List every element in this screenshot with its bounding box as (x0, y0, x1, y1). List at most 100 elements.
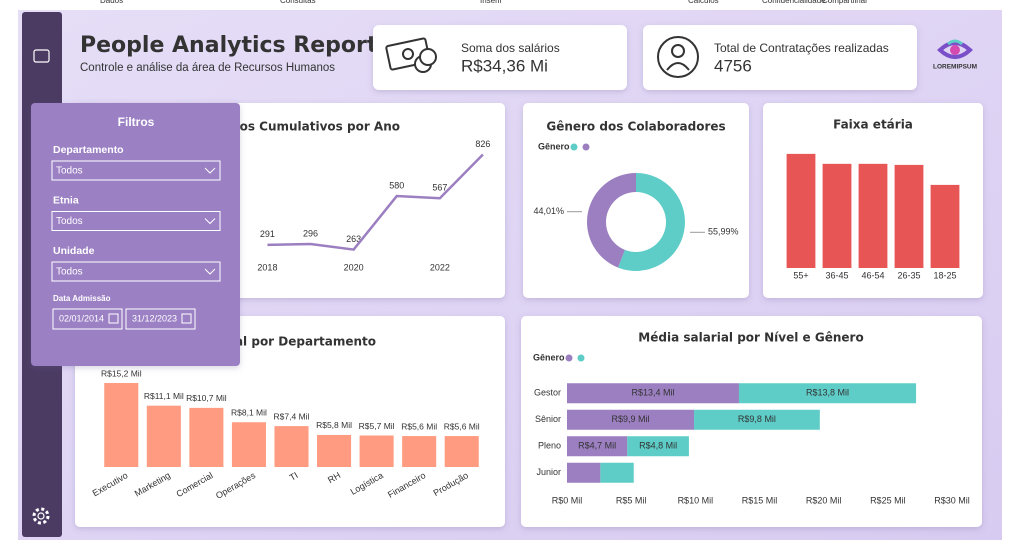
data-label: R$8,1 Mil (231, 407, 267, 417)
x-tick-label: 46-54 (861, 270, 884, 280)
legend-swatch (582, 143, 590, 151)
filter-panel-bg (31, 103, 240, 366)
x-tick-label: R$5 Mil (616, 495, 647, 505)
menu-item[interactable]: Cálculos (688, 0, 719, 5)
donut-slice (617, 173, 685, 271)
bar (317, 434, 352, 467)
filter-value: Todos (56, 166, 83, 177)
y-tick-label: Sênior (535, 414, 561, 424)
data-label: 580 (389, 180, 404, 190)
data-label: R$4,8 Mil (639, 441, 677, 451)
bar (104, 383, 139, 467)
filter-label: Etnia (53, 194, 79, 206)
menu-item[interactable]: Dados (100, 0, 123, 5)
settings-icon-center (37, 512, 45, 520)
filter-label: Departamento (53, 144, 124, 156)
report-title: People Analytics Report (80, 33, 378, 58)
x-tick-label: TI (288, 470, 300, 483)
menu-item[interactable]: Consultas (280, 0, 316, 5)
x-tick-label: 36-45 (825, 270, 848, 280)
menu-item[interactable]: Confidencialidade (762, 0, 826, 5)
calendar-icon[interactable] (181, 313, 192, 324)
bar-segment (567, 409, 695, 430)
date-start-input[interactable] (52, 308, 123, 330)
bar-segment (567, 462, 601, 483)
bar (274, 426, 309, 467)
data-label: 44,01% (533, 206, 564, 216)
bar (444, 436, 479, 467)
kpi-card (373, 25, 627, 90)
data-label: R$5,6 Mil (444, 421, 480, 431)
bar (359, 435, 394, 467)
data-label: 567 (432, 183, 447, 193)
data-label: R$7,4 Mil (274, 411, 310, 421)
chart-title: Gênero dos Colaboradores (546, 120, 725, 134)
kpi-value: 4756 (714, 56, 752, 75)
kpi-label: Total de Contratações realizadas (714, 41, 889, 55)
chart-card (75, 316, 505, 527)
legend-title: Gênero (533, 352, 565, 362)
date-end: 31/12/2023 (132, 313, 177, 323)
filter-label: Unidade (53, 245, 95, 257)
legend-swatch (565, 354, 573, 362)
legend-title: Gênero (538, 141, 570, 151)
x-tick-label: 2022 (430, 262, 450, 272)
bar (822, 163, 852, 268)
menu-bar (0, 0, 1024, 8)
x-tick-label: R$25 Mil (870, 495, 906, 505)
menu-item[interactable]: Compartilhar (822, 0, 868, 5)
sidebar-icon[interactable] (33, 49, 50, 63)
filter-panel: Filtros Data Admissão 02/01/2014 31/12/2… (31, 103, 240, 366)
bar (231, 422, 266, 467)
menu-item[interactable]: Inserir (480, 0, 503, 5)
data-label: R$5,8 Mil (316, 420, 352, 430)
data-label: R$13,4 Mil (631, 388, 674, 398)
bar (189, 407, 224, 467)
bar-segment (567, 436, 628, 457)
data-label: R$5,6 Mil (401, 421, 437, 431)
logo: LOREMIPSUM (933, 39, 977, 71)
x-tick-label: R$20 Mil (806, 495, 842, 505)
filter-dropdown[interactable] (51, 160, 221, 181)
y-tick-label: Junior (536, 467, 561, 477)
x-tick-label: 18-25 (933, 270, 956, 280)
bar (146, 405, 181, 467)
bar (858, 163, 888, 268)
data-label: 263 (346, 234, 361, 244)
filter-value: Todos (56, 216, 83, 227)
chart-title: Faixa etária (833, 118, 913, 132)
dropdown-arrow (204, 167, 216, 174)
kpi-value: R$34,36 Mi (461, 56, 548, 75)
data-label: 296 (303, 228, 318, 238)
filter-title: Filtros (118, 115, 155, 129)
bar-segment (567, 383, 739, 404)
data-label: 55,99% (708, 227, 739, 237)
y-tick-label: Gestor (534, 388, 561, 398)
hire-icon (657, 36, 699, 78)
filter-dropdown[interactable] (51, 211, 221, 231)
donut-slice (587, 172, 636, 268)
x-tick-label: R$30 Mil (934, 495, 970, 505)
date-end-input[interactable] (125, 308, 196, 330)
chart-card (523, 103, 749, 298)
bar-segment (600, 462, 634, 483)
chart-title: Média salarial por Nível e Gênero (638, 331, 863, 345)
data-label: R$5,7 Mil (359, 421, 395, 431)
bar-segment (694, 409, 820, 430)
money-icon (385, 37, 437, 73)
bar (786, 153, 816, 268)
dropdown-arrow (204, 268, 216, 275)
data-label: R$4,7 Mil (578, 441, 616, 451)
filter-dropdown[interactable] (51, 261, 221, 282)
legend-swatch (570, 143, 578, 151)
kpi-card (643, 25, 917, 90)
data-label: R$9,8 Mil (738, 414, 776, 424)
line (267, 153, 484, 251)
y-tick-label: Pleno (538, 441, 561, 451)
x-tick-label: 26-35 (897, 270, 920, 280)
settings-icon[interactable] (32, 507, 50, 525)
calendar-icon[interactable] (108, 313, 119, 324)
bar-segment (738, 383, 917, 404)
data-label: R$15,2 Mil (101, 368, 142, 378)
